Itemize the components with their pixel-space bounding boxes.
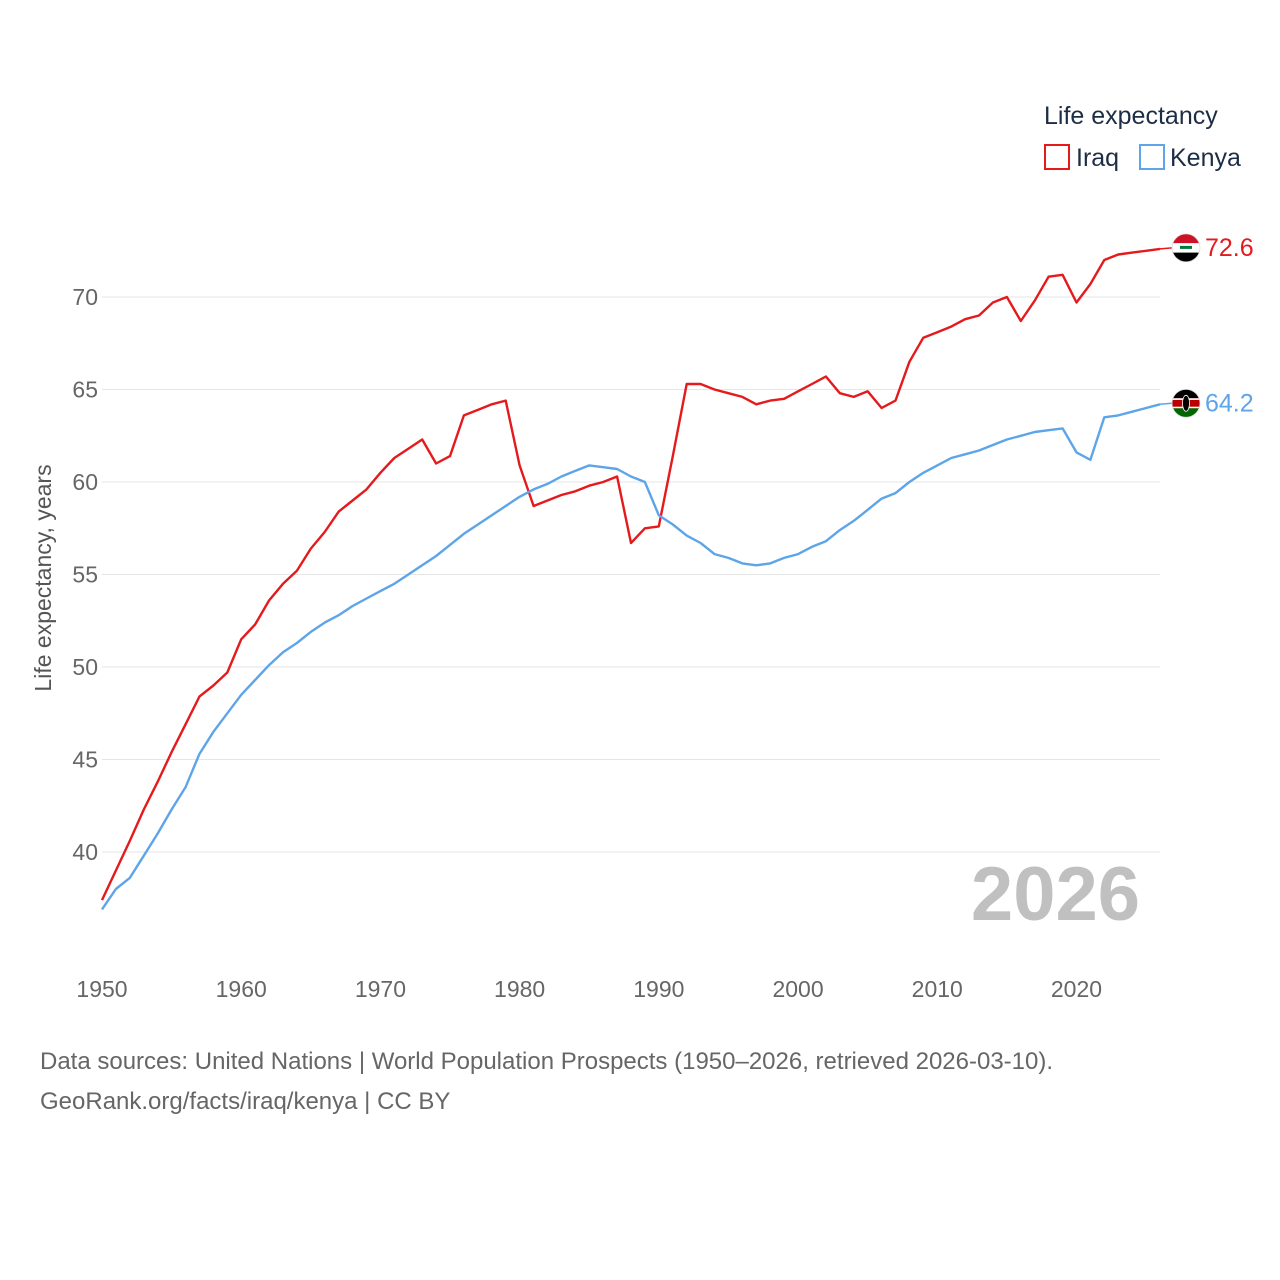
y-tick-label: 70 xyxy=(72,284,98,310)
y-tick-label: 60 xyxy=(72,469,98,495)
source-line-1: Data sources: United Nations | World Pop… xyxy=(40,1048,1054,1075)
y-axis-ticks: 40 45 50 55 60 65 70 xyxy=(72,284,98,865)
x-tick-label: 1980 xyxy=(494,976,545,1002)
y-tick-label: 65 xyxy=(72,377,98,403)
x-tick-label: 1960 xyxy=(216,976,267,1002)
x-axis-ticks: 1950 1960 1970 1980 1990 2000 2010 2020 xyxy=(76,976,1102,1002)
legend-item-iraq[interactable]: Iraq xyxy=(1044,144,1119,172)
end-value-kenya: 64.2 xyxy=(1205,389,1254,417)
end-markers: 72.6 64.2 xyxy=(1159,233,1254,418)
series-line-iraq[interactable] xyxy=(100,247,1161,901)
x-tick-label: 1990 xyxy=(633,976,684,1002)
end-connector-kenya xyxy=(1159,402,1173,406)
source-note: Data sources: United Nations | World Pop… xyxy=(40,1042,1053,1122)
legend-label-iraq: Iraq xyxy=(1076,144,1119,172)
legend-item-kenya[interactable]: Kenya xyxy=(1139,144,1241,172)
y-tick-label: 40 xyxy=(72,839,98,865)
legend-title: Life expectancy xyxy=(1044,102,1218,130)
end-connector-iraq xyxy=(1159,247,1173,250)
source-line-2[interactable]: GeoRank.org/facts/iraq/kenya | CC BY xyxy=(40,1088,451,1115)
kenya-flag-icon xyxy=(1171,388,1201,418)
y-tick-label: 45 xyxy=(72,747,98,773)
y-tick-label: 55 xyxy=(72,562,98,588)
legend: Life expectancy Iraq Kenya xyxy=(1044,102,1241,172)
gridlines xyxy=(102,296,1160,853)
x-tick-label: 2020 xyxy=(1051,976,1102,1002)
x-tick-label: 2000 xyxy=(772,976,823,1002)
series-lines xyxy=(100,247,1161,911)
legend-swatch-iraq xyxy=(1044,144,1070,170)
year-watermark: 2026 xyxy=(971,852,1140,937)
legend-label-kenya: Kenya xyxy=(1170,144,1241,172)
end-value-iraq: 72.6 xyxy=(1205,234,1254,262)
x-tick-label: 1970 xyxy=(355,976,406,1002)
x-tick-label: 1950 xyxy=(76,976,127,1002)
y-tick-label: 50 xyxy=(72,654,98,680)
iraq-flag-icon xyxy=(1171,233,1201,263)
legend-swatch-kenya xyxy=(1139,144,1165,170)
series-line-kenya[interactable] xyxy=(101,403,1161,911)
x-tick-label: 2010 xyxy=(912,976,963,1002)
y-axis-label: Life expectancy, years xyxy=(30,464,56,691)
line-chart: 40 45 50 55 60 65 70 1950 1960 1970 1980 1990 2000 2… xyxy=(30,102,1254,1002)
